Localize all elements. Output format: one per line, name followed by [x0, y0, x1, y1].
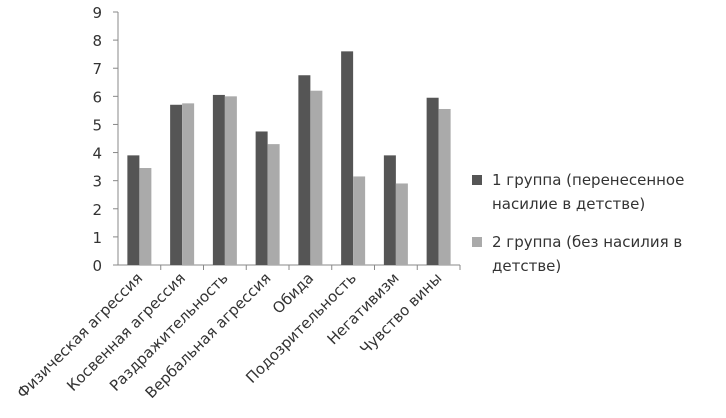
y-tick-label: 7 — [92, 60, 102, 78]
bar — [383, 155, 396, 265]
bar — [438, 108, 451, 265]
bar — [127, 155, 140, 265]
y-tick-label: 9 — [92, 4, 102, 22]
bar — [170, 104, 183, 266]
bar — [267, 144, 280, 265]
bar — [341, 51, 354, 265]
legend-item: 1 группа (перенесенное насилие в детстве… — [472, 168, 722, 216]
bar — [310, 90, 323, 265]
bar — [212, 94, 225, 265]
y-tick-label: 0 — [92, 257, 102, 275]
bar — [353, 176, 366, 265]
y-tick-label: 8 — [92, 32, 102, 50]
y-tick-label: 3 — [92, 173, 102, 191]
bar — [426, 97, 439, 265]
bar — [395, 183, 408, 265]
bar — [298, 75, 311, 265]
legend-swatch — [472, 237, 482, 247]
y-tick-label: 4 — [92, 145, 102, 163]
y-tick-label: 1 — [92, 229, 102, 247]
legend-swatch — [472, 175, 482, 185]
y-tick-label: 5 — [92, 116, 102, 134]
legend-label: 2 группа (без насилия в детстве) — [492, 233, 683, 275]
bar — [182, 103, 195, 265]
bar — [224, 96, 237, 265]
y-tick-label: 6 — [92, 88, 102, 106]
y-tick-label: 2 — [92, 201, 102, 219]
legend-item: 2 группа (без насилия в детстве) — [472, 230, 722, 278]
bar — [255, 131, 268, 265]
legend-label: 1 группа (перенесенное насилие в детстве… — [492, 171, 685, 213]
bar — [139, 168, 152, 265]
